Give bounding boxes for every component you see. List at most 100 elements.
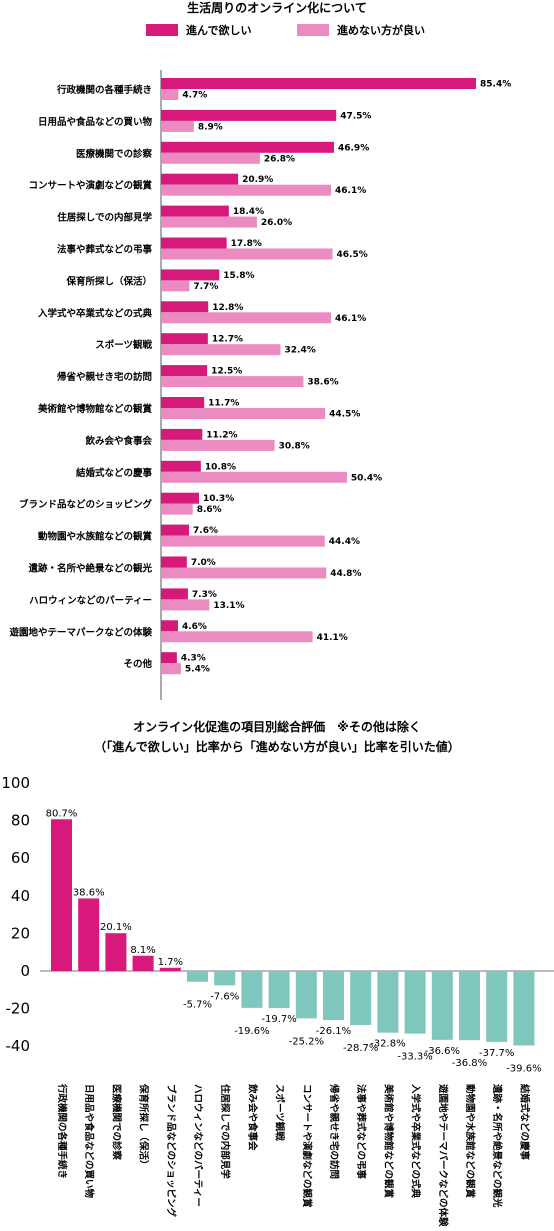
category-label: スポーツ観戦 xyxy=(95,339,152,351)
category-label: スポーツ観戦 xyxy=(274,1084,286,1141)
bar-want xyxy=(161,524,190,536)
bar-want xyxy=(161,269,220,281)
y-tick-label: 100 xyxy=(1,774,30,792)
data-label: 30.8% xyxy=(279,441,310,451)
bar-want xyxy=(161,428,203,440)
data-label: 7.3% xyxy=(192,590,217,600)
category-label: ハロウィンなどのパーティー xyxy=(29,594,152,606)
category-label: 住居探しでの内部見学 xyxy=(219,1084,231,1179)
data-label: 12.5% xyxy=(211,367,242,377)
y-tick-label: 60 xyxy=(11,849,30,867)
bar xyxy=(377,971,399,1033)
category-label: 住居探しでの内部見学 xyxy=(57,212,152,224)
category-label: 飲み会や食事会 xyxy=(246,1083,258,1151)
category-label: 帰省や親せき宅の訪問 xyxy=(57,371,152,383)
bar-not-want xyxy=(161,408,326,419)
data-label: 44.8% xyxy=(330,569,361,579)
bar-not-want xyxy=(161,376,304,388)
bar-want xyxy=(161,333,208,345)
data-label: 46.5% xyxy=(337,250,368,260)
category-label: その他 xyxy=(123,658,152,670)
data-label: 7.7% xyxy=(193,282,218,292)
category-label: 日用品や食品などの買い物 xyxy=(38,116,153,128)
data-label: 10.3% xyxy=(203,494,234,504)
data-label: -37.7% xyxy=(479,1048,514,1059)
category-label: 行政機関の各種手続き xyxy=(56,84,152,96)
bar-not-want xyxy=(161,216,257,228)
data-label: 4.7% xyxy=(182,91,207,101)
data-label: 12.8% xyxy=(212,303,243,313)
data-label: 44.5% xyxy=(329,410,360,420)
bar-want xyxy=(161,652,177,664)
data-label: -33.3% xyxy=(397,1052,432,1063)
data-label: 11.2% xyxy=(206,430,237,440)
data-label: 5.4% xyxy=(185,665,210,675)
data-label: -19.7% xyxy=(261,1014,296,1025)
bar-want xyxy=(161,301,209,313)
data-label: -36.6% xyxy=(425,1046,460,1057)
bar xyxy=(78,898,100,971)
bar-not-want xyxy=(161,152,260,164)
bar xyxy=(350,971,372,1025)
category-label: 日用品や食品などの買い物 xyxy=(83,1084,95,1199)
category-label: 遊園地やテーマパークなどの体験 xyxy=(9,626,152,638)
y-tick-label: 40 xyxy=(11,887,30,905)
bar xyxy=(241,971,263,1008)
category-label: ハロウィンなどのパーティー xyxy=(192,1084,204,1207)
data-label: 1.7% xyxy=(158,957,183,968)
bar-not-want xyxy=(161,631,313,643)
category-label: ブランド品などのショッピング xyxy=(19,499,153,511)
bar-want xyxy=(161,237,227,249)
data-label: 13.1% xyxy=(213,601,244,611)
data-label: 46.9% xyxy=(338,143,369,153)
bar xyxy=(459,971,480,1041)
bar xyxy=(404,971,426,1034)
bar-not-want xyxy=(161,120,194,132)
bar-not-want xyxy=(161,312,332,324)
bar xyxy=(431,971,453,1040)
legend-label-want: 進んで欲しい xyxy=(186,23,251,37)
data-label: 12.7% xyxy=(212,335,243,345)
data-label: 46.1% xyxy=(335,186,366,196)
y-tick-label: 0 xyxy=(20,962,30,980)
bar xyxy=(486,971,508,1042)
bar-not-want xyxy=(161,248,333,260)
bar-want xyxy=(161,460,201,472)
y-tick-label: -20 xyxy=(6,1000,31,1018)
legend-swatch-not-want xyxy=(297,24,329,36)
bar-want xyxy=(161,78,476,89)
data-label: -26.1% xyxy=(316,1026,351,1037)
data-label: 46.1% xyxy=(335,314,366,324)
bar-not-want xyxy=(161,89,179,100)
bar-not-want xyxy=(161,280,190,292)
bar-want xyxy=(161,205,229,217)
legend-label-not-want: 進めない方が良い xyxy=(337,23,425,37)
category-label: 医療機関での診察 xyxy=(110,1084,122,1161)
data-label: 8.9% xyxy=(198,122,223,132)
data-label: 8.6% xyxy=(197,505,222,515)
data-label: -32.8% xyxy=(370,1039,405,1050)
category-label: 保育所探し（保活） xyxy=(65,275,152,287)
bar xyxy=(513,971,535,1046)
category-label: 保育所探し（保活） xyxy=(138,1083,150,1170)
data-label: -39.6% xyxy=(506,1063,541,1074)
bar-not-want xyxy=(161,344,281,356)
bar-not-want xyxy=(161,471,347,483)
data-label: 26.8% xyxy=(264,154,295,164)
category-label: 帰省や親せき宅の訪問 xyxy=(328,1084,340,1179)
chart2-subtitle: （「進んで欲しい」比率から「進めない方が良い」比率を引いた値） xyxy=(94,739,459,754)
bar-want xyxy=(161,588,188,600)
data-label: -36.8% xyxy=(452,1058,487,1069)
category-label: 動物園や水族館などの観賞 xyxy=(38,531,153,543)
data-label: 20.9% xyxy=(242,175,273,185)
data-label: 8.1% xyxy=(130,945,155,956)
data-label: 7.0% xyxy=(191,558,216,568)
bar-want xyxy=(161,365,208,377)
category-label: 美術館や博物館などの観賞 xyxy=(37,403,153,415)
vertical-bar-chart: 100 80 60 40 20 0 -20 -40 80.7% 行政機関の各種手続き 38.6% 日用… xyxy=(1,774,554,1227)
bar-not-want xyxy=(161,599,210,611)
category-label: ブランド品などのショッピング xyxy=(165,1084,177,1218)
category-label: 遺跡・名所や絶景などの観光 xyxy=(27,563,152,575)
data-label: 38.6% xyxy=(307,378,338,388)
